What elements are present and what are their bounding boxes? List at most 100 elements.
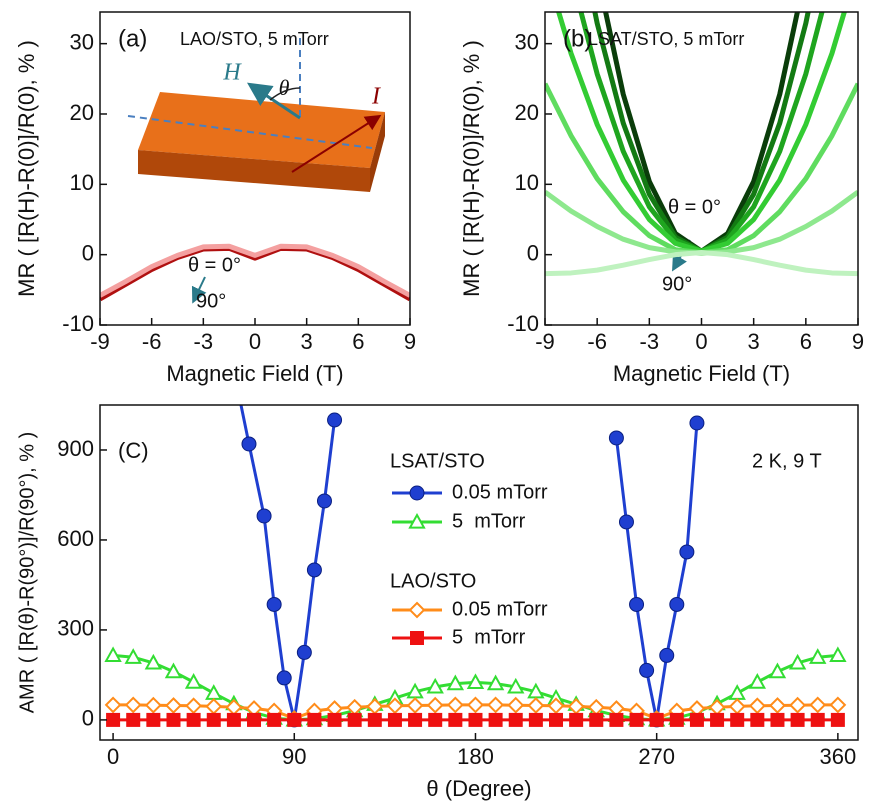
y-tick-label: 20: [70, 100, 94, 125]
y-tick-label: 0: [82, 240, 94, 265]
data-point: [547, 697, 565, 715]
data-point: [104, 696, 122, 714]
data-point: [205, 697, 223, 715]
data-point: [508, 712, 523, 727]
plot-area: [104, 405, 847, 728]
annotation: 2 K, 9 T: [752, 450, 822, 472]
y-tick-label: 30: [515, 29, 539, 54]
annotation: θ: [279, 75, 290, 100]
x-tick-label: 9: [404, 329, 416, 354]
data-point: [186, 712, 201, 727]
x-tick-label: 3: [301, 329, 313, 354]
data-point: [809, 648, 827, 664]
legend-label: 0.05 mTorr: [452, 598, 548, 620]
x-tick-label: 0: [249, 329, 261, 354]
data-point: [629, 596, 645, 612]
data-point: [267, 712, 282, 727]
data-point: [669, 712, 684, 727]
data-point: [428, 712, 443, 727]
data-point: [104, 646, 122, 663]
data-point: [408, 712, 423, 727]
data-point: [728, 684, 746, 700]
x-tick-label: 3: [748, 329, 760, 354]
data-point: [487, 696, 505, 714]
inset-diagram: [127, 38, 385, 192]
x-tick-label: 6: [800, 329, 812, 354]
data-point: [639, 662, 655, 678]
data-point: [527, 697, 545, 714]
legend-marker: [410, 631, 424, 645]
x-tick-label: 0: [695, 329, 707, 354]
legend-title: LAO/STO: [390, 570, 476, 592]
data-point: [426, 677, 444, 694]
series-line: [545, 250, 858, 277]
annotation: 90°: [662, 273, 692, 295]
data-point: [569, 712, 584, 727]
legend-label: 5 mTorr: [452, 510, 526, 532]
plot-area: [100, 243, 410, 302]
data-point: [730, 712, 745, 727]
data-point: [468, 712, 483, 727]
legend-label: 0.05 mTorr: [452, 481, 548, 503]
angle-arc: [269, 87, 301, 101]
data-point: [769, 697, 786, 714]
data-point: [306, 562, 322, 578]
x-tick-label: 360: [820, 744, 857, 769]
y-axis-title: MR ( [R(H)-R(0)]/R(0), % ): [459, 40, 484, 297]
y-axis-title: AMR ( [R(θ)-R(90°)]/R(90°), % ): [16, 432, 38, 714]
data-point: [327, 412, 343, 428]
data-point: [241, 436, 257, 452]
data-point: [165, 697, 182, 714]
x-tick-label: 90: [282, 744, 306, 769]
data-point: [750, 712, 765, 727]
annotation: (b): [563, 25, 592, 52]
data-point: [829, 696, 847, 714]
data-point: [679, 544, 695, 560]
data-point: [609, 712, 624, 727]
y-tick-label: 0: [527, 240, 539, 265]
data-point: [205, 684, 223, 700]
data-point: [649, 712, 664, 727]
data-point: [549, 712, 564, 727]
axes-frame: [99, 404, 859, 741]
x-axis-title: Magnetic Field (T): [613, 361, 790, 386]
data-point: [256, 508, 272, 524]
series-line: [100, 243, 410, 298]
data-point: [689, 712, 704, 727]
data-point: [446, 696, 464, 714]
data-point: [689, 415, 705, 431]
data-point: [406, 697, 424, 714]
data-point: [789, 696, 807, 714]
data-point: [386, 697, 404, 715]
legend-marker: [409, 485, 425, 501]
annotation: θ = 0°: [668, 196, 721, 218]
y-tick-label: 10: [515, 170, 539, 195]
y-axis-title: MR ( [R(H)-R(0)]/R(0), % ): [14, 40, 39, 297]
x-axis-title: θ (Degree): [426, 776, 531, 801]
data-point: [810, 712, 825, 727]
data-point: [790, 712, 805, 727]
data-point: [830, 712, 845, 727]
annotation: LSAT/STO, 5 mTorr: [588, 29, 744, 49]
data-point: [166, 712, 181, 727]
data-point: [296, 644, 312, 660]
legend-marker: [408, 512, 426, 529]
data-point: [618, 514, 634, 530]
data-point: [788, 653, 807, 670]
y-tick-label: 0: [82, 706, 94, 731]
data-point: [528, 712, 543, 727]
data-point: [608, 430, 624, 446]
data-point: [728, 697, 746, 715]
y-tick-label: -10: [62, 311, 94, 336]
data-point: [124, 696, 142, 714]
annotation: (a): [118, 25, 147, 52]
x-tick-label: 180: [457, 744, 494, 769]
slab-side: [370, 112, 385, 192]
data-point: [467, 696, 484, 714]
data-point: [144, 653, 163, 670]
data-point: [659, 647, 675, 663]
data-point: [247, 712, 262, 727]
data-point: [446, 674, 465, 691]
data-point: [124, 648, 142, 664]
